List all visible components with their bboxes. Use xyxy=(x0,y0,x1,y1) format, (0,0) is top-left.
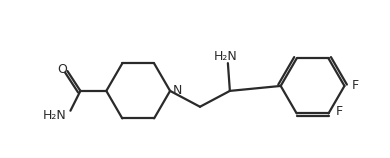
Text: O: O xyxy=(58,63,67,76)
Text: F: F xyxy=(351,79,358,92)
Text: H₂N: H₂N xyxy=(43,109,66,122)
Text: F: F xyxy=(335,105,343,118)
Text: N: N xyxy=(173,84,183,97)
Text: H₂N: H₂N xyxy=(214,50,238,63)
